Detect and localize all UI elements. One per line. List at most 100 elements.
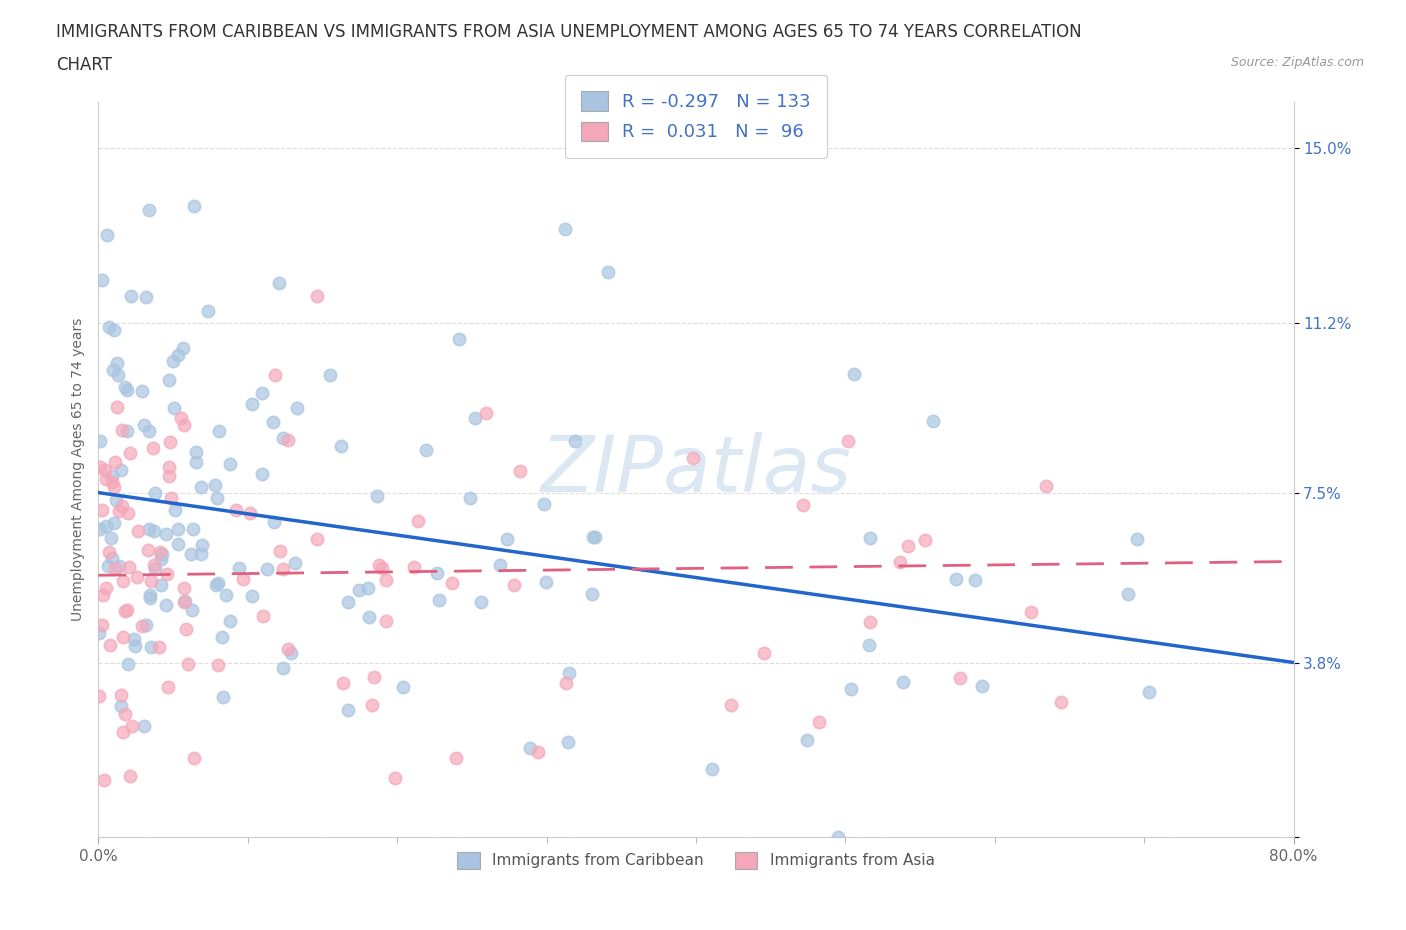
Point — [89, 433, 111, 448]
Point — [347, 582, 370, 597]
Point — [94, 462, 117, 477]
Point — [190, 546, 212, 561]
Point — [375, 614, 398, 629]
Point — [98, 319, 121, 334]
Point — [110, 698, 132, 713]
Point — [263, 367, 285, 382]
Point — [357, 610, 380, 625]
Point — [114, 707, 136, 722]
Point — [139, 574, 162, 589]
Point — [557, 735, 579, 750]
Point — [332, 676, 354, 691]
Point — [269, 544, 291, 559]
Point — [440, 576, 463, 591]
Point — [252, 608, 274, 623]
Point — [271, 661, 294, 676]
Point — [368, 557, 391, 572]
Point — [564, 433, 586, 448]
Point — [361, 698, 384, 712]
Point — [174, 593, 197, 608]
Point — [127, 524, 149, 538]
Point — [444, 751, 467, 765]
Point — [180, 547, 202, 562]
Point — [555, 675, 578, 690]
Point — [554, 222, 576, 237]
Point — [827, 830, 849, 844]
Point — [103, 323, 125, 338]
Point — [415, 443, 437, 458]
Point — [118, 559, 141, 574]
Point — [682, 450, 704, 465]
Point — [139, 640, 162, 655]
Point — [366, 489, 388, 504]
Point — [134, 289, 156, 304]
Point — [184, 455, 207, 470]
Point — [124, 638, 146, 653]
Point — [143, 485, 166, 500]
Point — [371, 561, 394, 576]
Point — [114, 603, 136, 618]
Point — [427, 592, 450, 607]
Point — [157, 459, 180, 474]
Y-axis label: Unemployment Among Ages 65 to 74 years: Unemployment Among Ages 65 to 74 years — [70, 318, 84, 621]
Point — [277, 432, 299, 447]
Point — [280, 645, 302, 660]
Point — [891, 674, 914, 689]
Point — [148, 640, 170, 655]
Point — [150, 547, 173, 562]
Point — [108, 503, 131, 518]
Point — [183, 199, 205, 214]
Point — [101, 469, 124, 484]
Point — [207, 658, 229, 672]
Point — [271, 430, 294, 445]
Point — [143, 524, 166, 538]
Point — [138, 588, 160, 603]
Point — [105, 399, 128, 414]
Point — [132, 418, 155, 432]
Point — [131, 618, 153, 633]
Point — [1019, 604, 1042, 619]
Point — [837, 433, 859, 448]
Point — [98, 638, 121, 653]
Point — [91, 273, 114, 288]
Point — [87, 625, 110, 640]
Point — [208, 423, 231, 438]
Point — [859, 614, 882, 629]
Point — [277, 642, 299, 657]
Point — [215, 588, 238, 603]
Point — [271, 562, 294, 577]
Point — [384, 771, 406, 786]
Point — [330, 438, 353, 453]
Point — [89, 459, 111, 474]
Point — [357, 580, 380, 595]
Point — [111, 422, 134, 437]
Point — [149, 545, 172, 560]
Point — [242, 589, 264, 604]
Point — [250, 385, 273, 400]
Point — [115, 423, 138, 438]
Point — [114, 379, 136, 394]
Point — [307, 531, 329, 546]
Point — [89, 522, 111, 537]
Point — [972, 678, 994, 693]
Point — [173, 418, 195, 432]
Point — [150, 578, 173, 592]
Point — [582, 530, 605, 545]
Point — [533, 496, 555, 511]
Point — [375, 573, 398, 588]
Point — [101, 551, 124, 565]
Point — [104, 561, 127, 576]
Point — [402, 560, 425, 575]
Point — [337, 594, 360, 609]
Point — [101, 474, 124, 489]
Point — [945, 572, 967, 587]
Point — [117, 505, 139, 520]
Point — [155, 567, 177, 582]
Point — [842, 366, 865, 381]
Point — [105, 355, 128, 370]
Point — [464, 411, 486, 426]
Point — [720, 698, 742, 712]
Point — [134, 719, 156, 734]
Point — [475, 405, 498, 420]
Point — [197, 303, 219, 318]
